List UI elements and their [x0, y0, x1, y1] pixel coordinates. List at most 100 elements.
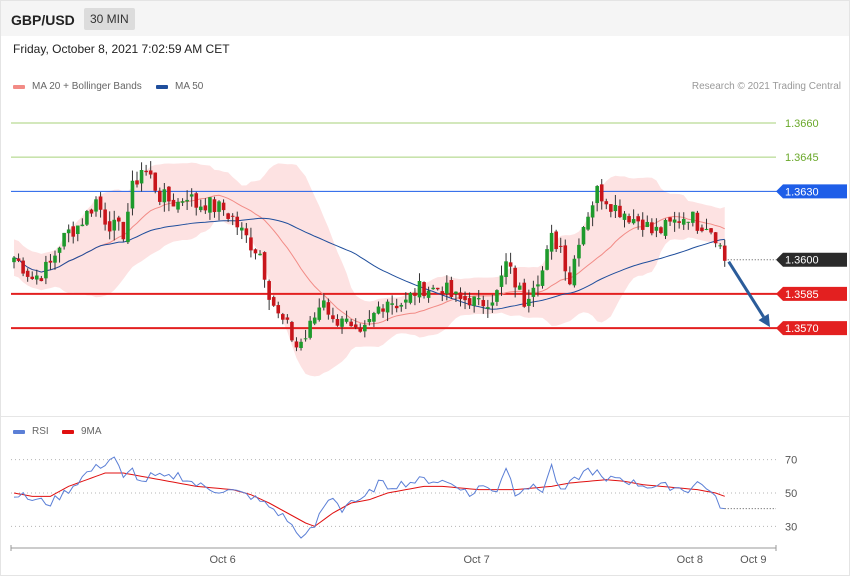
- candle-body: [235, 216, 240, 228]
- candle-body: [572, 258, 577, 286]
- candle-body: [340, 318, 344, 327]
- candle: [148, 161, 153, 179]
- candle: [536, 275, 540, 297]
- candle-body: [153, 172, 158, 191]
- candle-body: [613, 205, 618, 212]
- candle-body: [162, 189, 167, 203]
- candle: [217, 200, 221, 221]
- candle-body: [253, 249, 258, 254]
- candle-body: [116, 217, 121, 222]
- candle: [344, 310, 349, 324]
- candle-body: [103, 209, 107, 225]
- candle-body: [536, 284, 540, 287]
- candle: [135, 171, 139, 188]
- legend-label-ma50: MA 50: [175, 81, 204, 92]
- candle: [235, 211, 240, 235]
- rsi-tick-label: 30: [785, 521, 797, 533]
- candle: [568, 266, 572, 286]
- candle-body: [294, 341, 299, 348]
- candle-body: [353, 324, 358, 328]
- candle: [499, 265, 504, 296]
- candle: [189, 188, 194, 207]
- candle: [62, 232, 66, 250]
- candle-body: [408, 292, 413, 303]
- candle-body: [486, 307, 490, 309]
- candle-body: [381, 308, 385, 312]
- candle: [700, 224, 704, 233]
- candle-body: [130, 180, 135, 209]
- candle: [258, 250, 262, 256]
- candle: [677, 212, 681, 229]
- candle-body: [57, 247, 62, 253]
- candle-body: [317, 307, 322, 320]
- candle: [545, 245, 549, 271]
- candle-body: [631, 219, 636, 224]
- candle: [590, 201, 595, 227]
- candle-body: [217, 201, 221, 212]
- candle: [408, 291, 413, 305]
- candle-body: [618, 205, 622, 218]
- candle: [230, 213, 235, 226]
- candle-body: [107, 221, 112, 232]
- candle-body: [540, 270, 545, 286]
- candle: [654, 218, 659, 238]
- candle-body: [394, 305, 399, 309]
- candle-body: [203, 205, 208, 211]
- candle-body: [558, 245, 563, 247]
- candle: [435, 287, 440, 291]
- candle: [417, 273, 422, 303]
- candle: [495, 289, 499, 306]
- candle-body: [303, 338, 308, 340]
- candle-body: [226, 213, 230, 219]
- candle-body: [171, 199, 176, 207]
- candle-body: [554, 231, 558, 250]
- candle-body: [349, 321, 353, 327]
- candle-body: [654, 226, 659, 231]
- candle: [718, 243, 722, 250]
- timeframe-badge[interactable]: 30 MIN: [84, 8, 135, 30]
- candle: [285, 314, 290, 324]
- candle: [139, 162, 144, 192]
- candle-body: [504, 261, 508, 277]
- candle-body: [590, 205, 595, 218]
- candle: [53, 250, 57, 270]
- candle: [312, 312, 317, 326]
- candle: [668, 217, 672, 226]
- candle: [308, 316, 312, 340]
- candle-body: [244, 228, 249, 236]
- candle-body: [454, 291, 458, 294]
- price-tag-1.3600: 1.3600: [776, 252, 847, 267]
- candle: [558, 237, 563, 253]
- candle-body: [94, 199, 98, 212]
- rsi-line: [13, 456, 725, 539]
- legend-ma20: MA 20 + Bollinger Bands: [13, 81, 142, 92]
- candle: [422, 281, 426, 299]
- candle-body: [144, 170, 148, 173]
- time-tick-label: Oct 7: [463, 554, 489, 566]
- candle-body: [463, 296, 467, 301]
- candle: [244, 222, 249, 243]
- candle-body: [413, 292, 417, 296]
- candle-body: [98, 196, 103, 210]
- candle: [586, 212, 590, 231]
- candle-body: [267, 281, 271, 300]
- candle-body: [30, 276, 35, 279]
- candle: [449, 276, 454, 299]
- candle-body: [208, 197, 212, 213]
- candle-body: [722, 245, 727, 261]
- candle: [212, 196, 217, 218]
- candle-body: [513, 267, 517, 288]
- candle: [103, 202, 107, 231]
- candle-body: [89, 209, 94, 214]
- candle-body: [668, 217, 672, 222]
- candle: [267, 279, 271, 311]
- candle-body: [66, 229, 71, 234]
- candle: [89, 208, 94, 217]
- candle-body: [53, 255, 57, 263]
- candle: [71, 221, 76, 244]
- candle-body: [527, 298, 531, 306]
- legend-swatch-ma20: [13, 84, 25, 89]
- candle: [25, 268, 30, 282]
- candle-body: [449, 280, 454, 297]
